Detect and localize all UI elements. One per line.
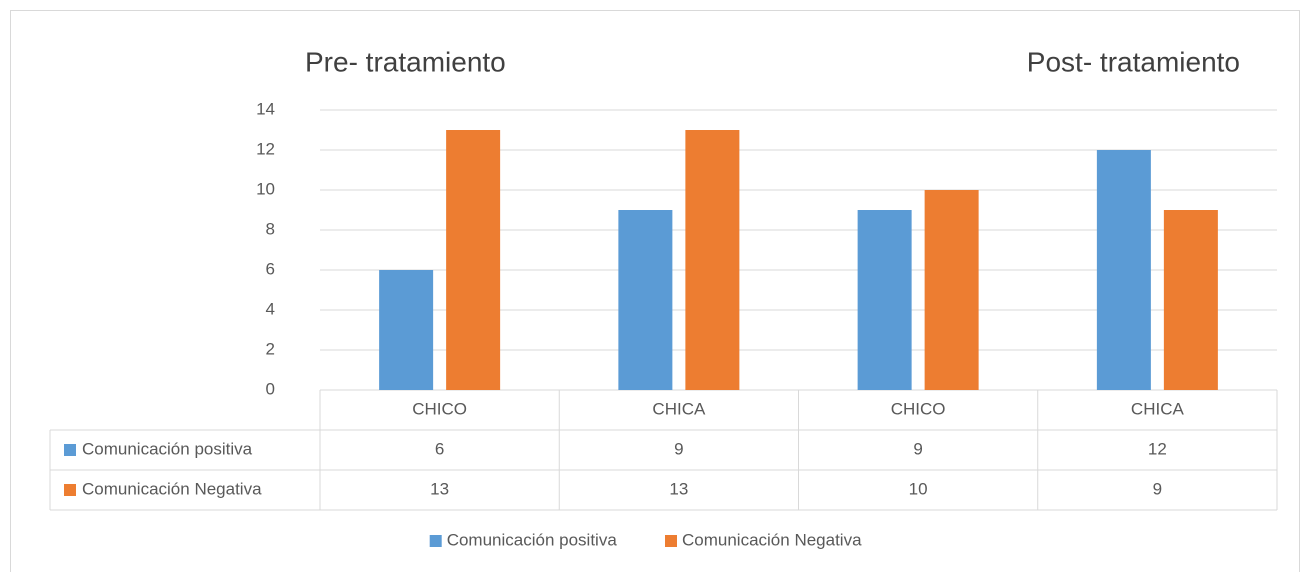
bar [857, 210, 912, 390]
bar [446, 130, 501, 390]
table-series-name: Comunicación Negativa [82, 479, 262, 498]
table-legend-key [64, 484, 76, 496]
y-tick-label: 8 [266, 219, 275, 238]
y-tick-label: 0 [266, 379, 275, 398]
bar [1096, 150, 1151, 390]
bar [685, 130, 740, 390]
legend-label: Comunicación Negativa [682, 530, 862, 549]
y-tick-label: 12 [256, 139, 275, 158]
bar [1163, 210, 1218, 390]
annotation: Pre- tratamiento [305, 46, 506, 77]
table-value: 13 [669, 479, 688, 498]
y-tick-label: 4 [266, 299, 275, 318]
table-value: 10 [909, 479, 928, 498]
table-legend-key [64, 444, 76, 456]
bar [379, 270, 434, 390]
x-tick-label: CHICO [891, 399, 946, 418]
table-value: 9 [913, 439, 922, 458]
y-tick-label: 2 [266, 339, 275, 358]
table-value: 13 [430, 479, 449, 498]
x-tick-label: CHICA [1131, 399, 1185, 418]
table-series-name: Comunicación positiva [82, 439, 253, 458]
table-value: 9 [674, 439, 683, 458]
table-value: 6 [435, 439, 444, 458]
x-tick-label: CHICA [652, 399, 706, 418]
x-tick-label: CHICO [412, 399, 467, 418]
legend-key [665, 535, 677, 547]
table-value: 9 [1153, 479, 1162, 498]
y-tick-label: 6 [266, 259, 275, 278]
bar [618, 210, 673, 390]
bar [924, 190, 979, 390]
legend-key [429, 535, 442, 547]
annotation: Post- tratamiento [1027, 46, 1240, 77]
y-tick-label: 10 [256, 179, 275, 198]
y-tick-label: 14 [256, 99, 275, 118]
table-value: 12 [1148, 439, 1167, 458]
legend-label: Comunicación positiva [447, 530, 618, 549]
